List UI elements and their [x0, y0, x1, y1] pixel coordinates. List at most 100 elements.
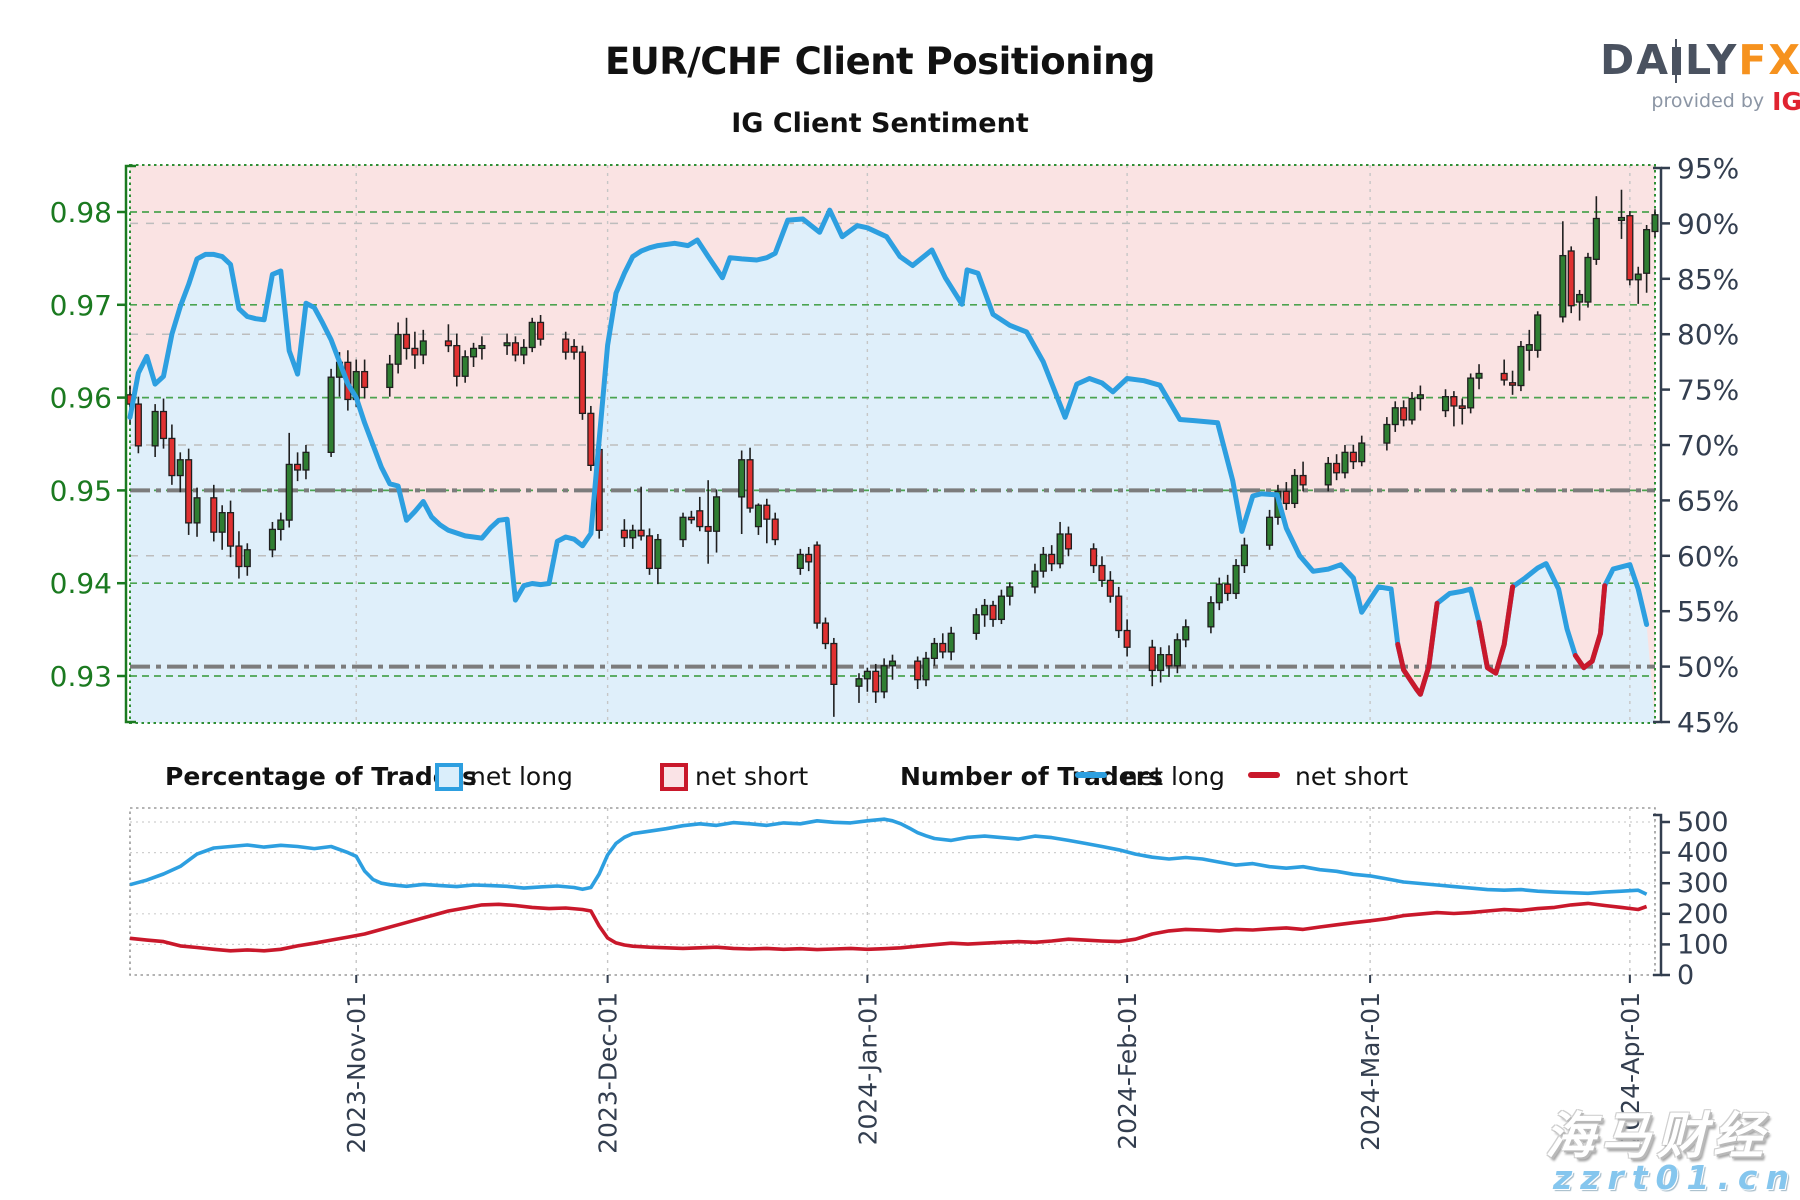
legend-net-short-label: net short	[695, 762, 809, 791]
axes: 0.98 0.97 0.96 0.95 0.94 0.93 95% 90% 85% 80% 75% 7…	[50, 152, 1740, 1154]
candle-bullish	[1291, 474, 1299, 505]
sentiment-axis-label: 60%	[1677, 540, 1739, 573]
dailyfx-logo: DA LY FX provided by IG	[1552, 36, 1800, 114]
traders-axis-label: 400	[1677, 838, 1729, 869]
net-short-percent-segment	[1395, 600, 1440, 697]
candle-bullish	[1643, 228, 1651, 274]
net-long-blue-region	[130, 210, 1655, 724]
candle-bullish	[930, 642, 938, 660]
legend-net-long-count-label: net long	[1122, 762, 1225, 791]
candle-bearish	[687, 516, 695, 521]
candle-bearish	[1148, 646, 1156, 672]
candle-bearish	[294, 463, 302, 471]
candle-bearish	[511, 342, 519, 356]
candle-bearish	[1115, 595, 1123, 632]
traders-axis-label: 300	[1677, 868, 1729, 899]
candle-bullish	[1240, 544, 1248, 567]
candle-bullish	[1266, 516, 1274, 546]
candle-bullish	[1207, 602, 1215, 628]
date-axis-label: 2023-Nov-01	[342, 992, 371, 1154]
candle-bearish	[444, 340, 452, 347]
candle-bullish	[863, 670, 871, 680]
candle-bearish	[562, 338, 570, 353]
candle-bullish	[1232, 564, 1240, 595]
candle-bullish	[1441, 396, 1450, 412]
candle-bearish	[763, 504, 771, 520]
candle-bullish	[268, 528, 276, 551]
traders-axis-label: 200	[1677, 899, 1729, 930]
sentiment-axis-label: 80%	[1677, 318, 1739, 351]
traders-axis-label: 0	[1677, 960, 1694, 991]
candle-bullish	[1039, 553, 1047, 572]
candle-bearish	[587, 412, 595, 466]
candle-bullish	[1617, 216, 1626, 222]
candle-bullish	[1157, 654, 1165, 672]
price-axis-bracket	[124, 164, 136, 724]
candle-bullish	[1592, 217, 1600, 260]
candle-bullish	[327, 376, 335, 454]
candle-bullish	[1341, 451, 1349, 474]
candle-bullish	[285, 463, 293, 521]
logo-tagline: provided by IG	[1552, 89, 1800, 114]
candle-bullish	[629, 529, 637, 539]
candle-bullish	[277, 519, 285, 531]
candle-bearish	[989, 604, 997, 621]
ig-logo: IG	[1772, 87, 1800, 116]
candle-bullish	[738, 459, 746, 498]
candle-bullish	[176, 459, 184, 477]
candle-bearish	[578, 351, 587, 415]
sentiment-axis-label: 70%	[1677, 429, 1739, 462]
candle-bullish	[1534, 314, 1542, 351]
candle-bullish	[1182, 626, 1190, 641]
candle-bullish	[1358, 442, 1366, 463]
candle-bearish	[1048, 553, 1056, 565]
candle-bearish	[914, 660, 922, 681]
legend-net-long-line-icon	[1075, 772, 1107, 778]
traders-plot-border	[129, 807, 1656, 976]
candle-bearish	[645, 535, 654, 570]
net-short-percent-segment	[1572, 583, 1608, 671]
candle-bullish	[1634, 273, 1642, 281]
candle-bearish	[1458, 405, 1466, 410]
sentiment-axis-label: 85%	[1677, 263, 1739, 296]
candle-bearish	[1123, 629, 1131, 648]
candle-bullish	[1416, 394, 1424, 400]
chart-subtitle: IG Client Sentiment	[731, 108, 1029, 139]
logo-text-da: DA	[1600, 36, 1670, 84]
logo-candlestick-icon	[1671, 38, 1681, 83]
traders-net-long-line	[129, 817, 1648, 896]
candle-bullish	[888, 660, 897, 667]
logo-text-ly: LY	[1684, 36, 1739, 84]
candle-bullish	[880, 665, 888, 693]
candle-bullish	[1215, 583, 1223, 604]
candle-bearish	[1098, 564, 1106, 582]
candle-bearish	[1090, 548, 1098, 567]
candle-bearish	[1064, 533, 1073, 550]
candle-bullish	[1525, 344, 1533, 351]
legend-net-long-label: net long	[470, 762, 573, 791]
candle-bearish	[361, 370, 369, 389]
date-axis-label: 2024-Apr-01	[1616, 992, 1645, 1147]
dailyfx-logo-wordmark: DA LY FX	[1552, 36, 1800, 84]
candle-bearish	[1165, 654, 1173, 667]
candle-bullish	[243, 549, 251, 568]
candle-bullish	[1173, 639, 1181, 667]
logo-provided-by-text: provided by	[1651, 90, 1765, 112]
candle-bearish	[813, 544, 821, 624]
date-axis-label: 2024-Mar-01	[1356, 992, 1385, 1151]
candle-bullish	[997, 595, 1005, 621]
candle-bearish	[830, 642, 838, 686]
candle-bearish	[637, 529, 645, 537]
legend-net-short-line-icon	[1248, 772, 1280, 778]
candle-bearish	[1626, 215, 1634, 281]
traders-net-short-line	[129, 901, 1648, 953]
candle-bullish	[419, 340, 427, 356]
candle-bullish	[1467, 377, 1475, 409]
candle-bearish	[805, 553, 813, 563]
candle-bullish	[947, 632, 955, 653]
candle-bearish	[1299, 474, 1307, 486]
candle-bearish	[872, 670, 880, 693]
candle-bearish	[1567, 250, 1575, 307]
candle-bearish	[704, 525, 712, 532]
